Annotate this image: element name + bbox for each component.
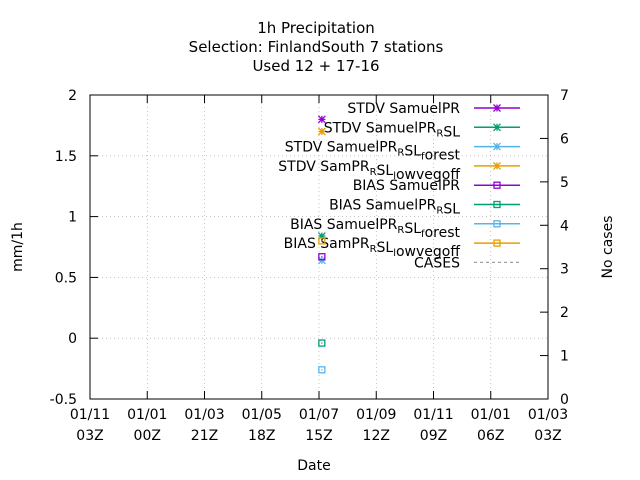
data-point-4: [317, 127, 326, 136]
y-tick-label: 2: [68, 88, 77, 104]
y2-axis-ticks: 0 1 2 3 4 5 6 7: [540, 88, 569, 408]
legend-marker-4: [493, 161, 501, 170]
legend-marker-2: [493, 123, 501, 132]
y2-tick-label: 7: [560, 88, 569, 104]
y-tick-label: 0.5: [55, 270, 77, 286]
data-point-7: [318, 366, 326, 374]
y2-tick-label: 3: [560, 262, 569, 278]
legend-label-8: BIAS SamPRRSLlowvegoff: [284, 236, 461, 260]
legend-marker-7: [493, 220, 501, 228]
x-tick-hour: 03Z: [76, 428, 103, 444]
title-line-2: Selection: FinlandSouth 7 stations: [189, 38, 444, 56]
y2-tick-label: 2: [560, 305, 569, 321]
x-tick-date: 01/05: [242, 407, 282, 423]
x-tick-date: 01/03: [528, 407, 568, 423]
y-tick-label: -0.5: [50, 392, 77, 408]
y-axis-ticks: -0.5 0 0.5 1 1.5 2: [50, 88, 98, 408]
y2-tick-label: 1: [560, 349, 569, 365]
legend-marker-5: [493, 181, 501, 189]
data-point-6: [318, 339, 326, 347]
y-tick-label: 1: [68, 210, 77, 226]
legend-label-4: STDV SamPRRSLlowvegoff: [278, 159, 460, 183]
legend-label-3: STDV SamuelPRRSLforest: [285, 140, 461, 164]
legend-marker-3: [493, 142, 501, 151]
x-axis-ticks: 01/11 03Z 01/01 00Z 01/03 21Z 01/05 18Z 01/07 15Z…: [70, 95, 568, 444]
data-point-1: [317, 115, 326, 124]
title-line-1: 1h Precipitation: [257, 19, 375, 37]
legend-label-2: STDV SamuelPRRSL: [324, 120, 460, 140]
y2-axis-label: No cases: [600, 216, 616, 279]
y2-tick-label: 6: [560, 131, 569, 147]
y2-tick-label: 4: [560, 218, 569, 234]
legend-label-6: BIAS SamuelPRRSL: [329, 198, 460, 218]
x-tick-date: 01/01: [471, 407, 511, 423]
x-tick-hour: 09Z: [420, 428, 447, 444]
x-tick-date: 01/11: [70, 407, 110, 423]
legend-label-5: BIAS SamuelPR: [353, 178, 461, 194]
x-tick-date: 01/07: [299, 407, 339, 423]
x-tick-hour: 00Z: [134, 428, 161, 444]
x-tick-hour: 15Z: [305, 428, 332, 444]
x-tick-date: 01/11: [413, 407, 453, 423]
x-tick-hour: 06Z: [477, 428, 504, 444]
x-tick-date: 01/03: [184, 407, 224, 423]
legend-label-7: BIAS SamuelPRRSLforest: [290, 217, 460, 241]
legend-marker-1: [493, 104, 501, 112]
title-line-3: Used 12 + 17-16: [252, 57, 379, 75]
y-axis-label: mm/1h: [10, 222, 26, 272]
legend-marker-6: [493, 200, 501, 209]
legend-label-9: CASES: [414, 255, 460, 271]
data-points: [317, 115, 326, 374]
x-tick-hour: 03Z: [534, 428, 561, 444]
data-point-5: [318, 253, 326, 261]
x-tick-date: 01/09: [356, 407, 396, 423]
legend-marker-8: [493, 239, 501, 247]
x-axis-label: Date: [297, 458, 330, 474]
data-point-8: [318, 237, 326, 245]
legend-label-1: STDV SamuelPR: [347, 101, 460, 117]
y2-tick-label: 0: [560, 392, 569, 408]
grid-lines: [90, 95, 548, 399]
y-tick-label: 1.5: [55, 149, 77, 165]
x-tick-date: 01/01: [127, 407, 167, 423]
x-tick-hour: 12Z: [363, 428, 390, 444]
x-tick-hour: 18Z: [248, 428, 275, 444]
y-tick-label: 0: [68, 331, 77, 347]
y2-tick-label: 5: [560, 175, 569, 191]
x-tick-hour: 21Z: [191, 428, 218, 444]
